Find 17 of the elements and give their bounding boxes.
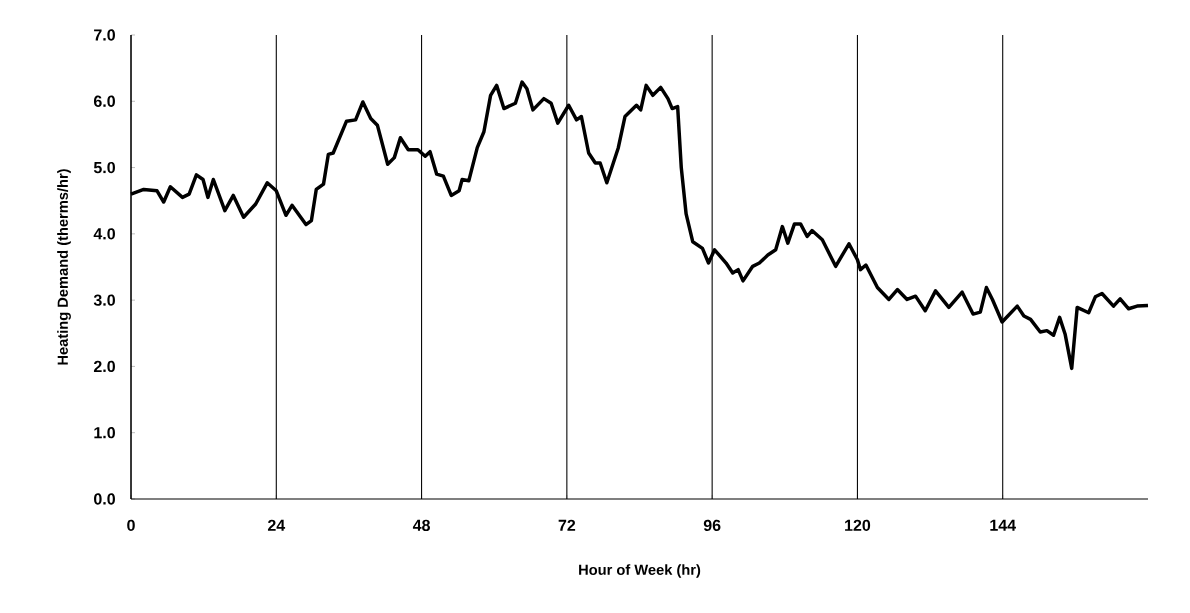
- y-axis-title: Heating Demand (therms/hr): [57, 169, 71, 365]
- y-tick-label: 7.0: [94, 29, 115, 41]
- y-tick-label: 6.0: [93, 95, 115, 107]
- x-tick-label: 120: [845, 519, 871, 532]
- x-tick-label: 144: [990, 519, 1016, 531]
- x-tick-label: 72: [558, 519, 576, 531]
- x-tick-label: 48: [412, 519, 430, 532]
- y-tick-label: 1.0: [94, 427, 115, 439]
- x-tick-label: 0: [127, 519, 135, 532]
- x-axis-title: Hour of Week (hr): [579, 564, 701, 578]
- y-tick-label: 0.0: [94, 493, 115, 505]
- y-tick-label: 2.0: [93, 360, 115, 373]
- x-tick-label: 24: [267, 519, 286, 531]
- y-tick-label: 5.0: [93, 161, 115, 174]
- y-tick-label: 4.0: [93, 228, 115, 240]
- x-tick-label: 96: [703, 519, 721, 532]
- y-tick-label: 3.0: [93, 294, 115, 306]
